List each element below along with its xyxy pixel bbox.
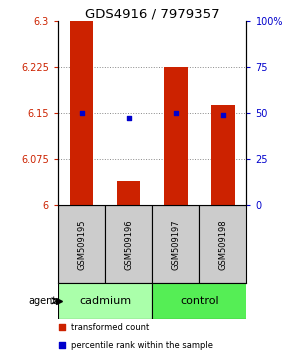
Bar [152,205,200,283]
Text: transformed count: transformed count [71,323,149,332]
Bar [58,205,105,283]
Bar [200,205,246,283]
Text: agent: agent [29,296,57,306]
Text: GSM509195: GSM509195 [77,219,86,269]
Text: GSM509197: GSM509197 [171,219,180,270]
Bar [211,105,235,205]
Point [126,115,131,121]
Bar [164,67,188,205]
Point [221,112,225,118]
Point [79,110,84,116]
Point [59,342,64,348]
Text: cadmium: cadmium [79,296,131,306]
Title: GDS4916 / 7979357: GDS4916 / 7979357 [85,7,220,20]
Text: GSM509198: GSM509198 [218,219,227,270]
Text: GSM509196: GSM509196 [124,219,133,270]
Bar [105,205,152,283]
Point [173,110,178,116]
Text: control: control [180,296,219,306]
Bar [58,283,152,319]
Bar [70,21,93,205]
Bar [152,283,246,319]
Text: percentile rank within the sample: percentile rank within the sample [71,341,213,350]
Point [59,325,64,330]
Bar [117,181,140,205]
